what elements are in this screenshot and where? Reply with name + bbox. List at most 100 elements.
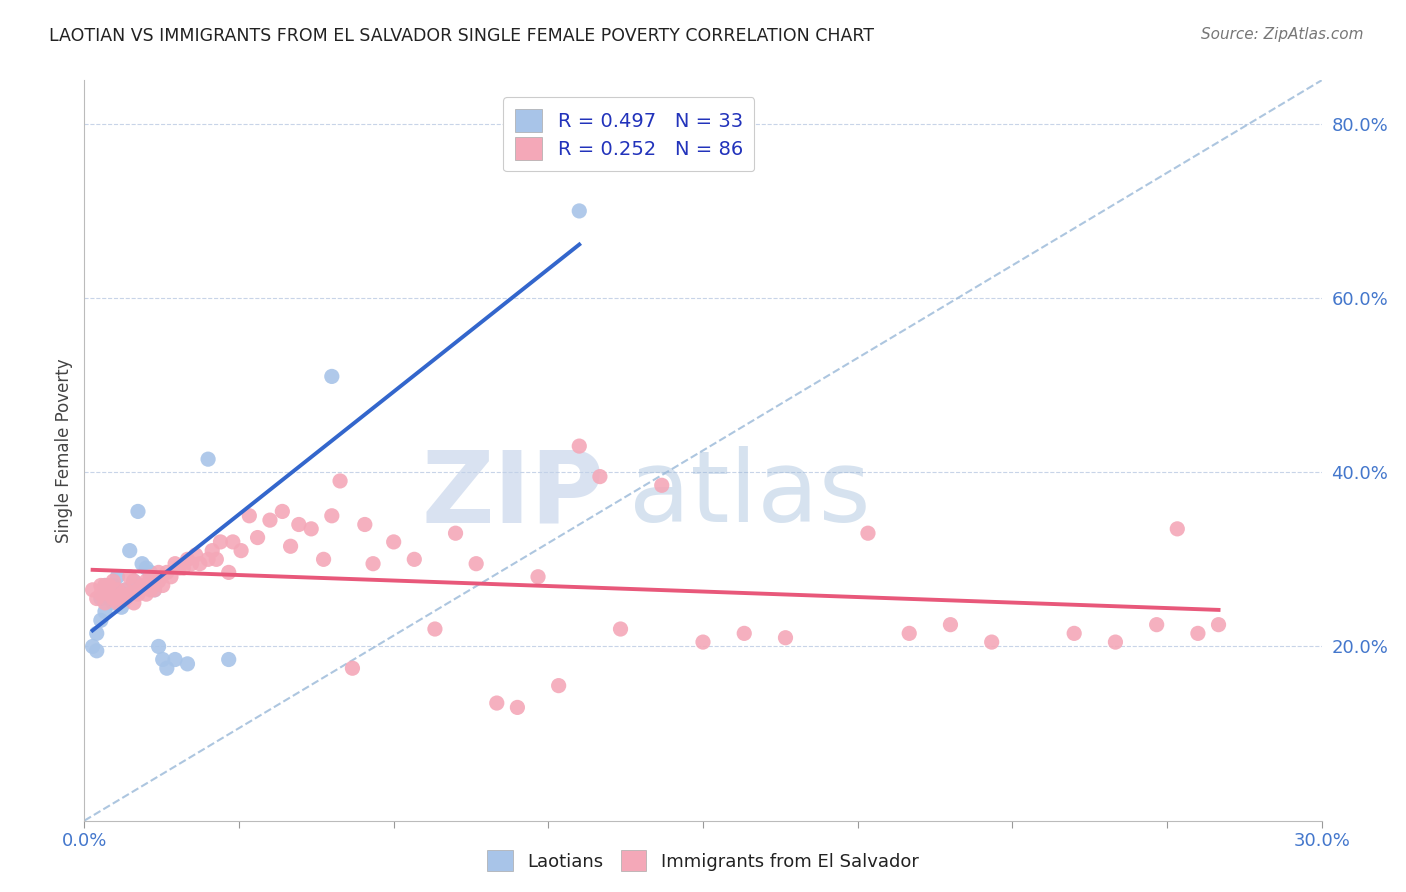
Point — [898, 626, 921, 640]
Point — [361, 557, 384, 571]
Point — [321, 508, 343, 523]
Point — [259, 513, 281, 527]
Point — [980, 635, 1002, 649]
Point — [135, 587, 157, 601]
Point — [856, 526, 879, 541]
Point — [98, 587, 121, 601]
Point — [382, 535, 405, 549]
Legend: R = 0.497   N = 33, R = 0.252   N = 86: R = 0.497 N = 33, R = 0.252 N = 86 — [503, 97, 755, 171]
Point — [94, 596, 117, 610]
Point — [188, 557, 211, 571]
Point — [1187, 626, 1209, 640]
Point — [114, 591, 136, 606]
Point — [82, 582, 104, 597]
Point — [651, 478, 673, 492]
Point — [180, 557, 202, 571]
Point — [201, 543, 224, 558]
Point — [423, 622, 446, 636]
Point — [156, 566, 179, 580]
Point — [122, 574, 145, 588]
Point — [90, 578, 112, 592]
Point — [288, 517, 311, 532]
Point — [165, 557, 187, 571]
Point — [114, 582, 136, 597]
Point — [692, 635, 714, 649]
Point — [127, 504, 149, 518]
Point — [775, 631, 797, 645]
Point — [103, 574, 125, 588]
Point — [105, 587, 128, 601]
Point — [353, 517, 375, 532]
Point — [94, 605, 117, 619]
Point — [568, 439, 591, 453]
Point — [127, 582, 149, 597]
Point — [143, 582, 166, 597]
Legend: Laotians, Immigrants from El Salvador: Laotians, Immigrants from El Salvador — [479, 843, 927, 879]
Point — [271, 504, 294, 518]
Y-axis label: Single Female Poverty: Single Female Poverty — [55, 359, 73, 542]
Point — [165, 652, 187, 666]
Point — [135, 561, 157, 575]
Point — [148, 640, 170, 654]
Point — [110, 587, 132, 601]
Point — [103, 591, 125, 606]
Point — [148, 566, 170, 580]
Point — [321, 369, 343, 384]
Point — [86, 626, 108, 640]
Point — [98, 578, 121, 592]
Point — [176, 657, 198, 671]
Point — [139, 570, 162, 584]
Point — [122, 596, 145, 610]
Point — [1146, 617, 1168, 632]
Point — [1166, 522, 1188, 536]
Point — [148, 574, 170, 588]
Point — [733, 626, 755, 640]
Point — [152, 652, 174, 666]
Point — [114, 582, 136, 597]
Point — [218, 566, 240, 580]
Point — [131, 578, 153, 592]
Point — [94, 578, 117, 592]
Point — [103, 596, 125, 610]
Point — [444, 526, 467, 541]
Point — [139, 566, 162, 580]
Point — [465, 557, 488, 571]
Point — [105, 582, 128, 597]
Point — [229, 543, 252, 558]
Point — [98, 591, 121, 606]
Point — [218, 652, 240, 666]
Point — [1104, 635, 1126, 649]
Point — [222, 535, 245, 549]
Point — [312, 552, 335, 566]
Point — [238, 508, 260, 523]
Point — [94, 578, 117, 592]
Point — [280, 539, 302, 553]
Point — [568, 203, 591, 218]
Point — [1208, 617, 1230, 632]
Point — [131, 557, 153, 571]
Point — [197, 552, 219, 566]
Point — [122, 574, 145, 588]
Point — [86, 644, 108, 658]
Point — [118, 570, 141, 584]
Point — [1063, 626, 1085, 640]
Point — [127, 587, 149, 601]
Point — [105, 596, 128, 610]
Point — [939, 617, 962, 632]
Point — [90, 587, 112, 601]
Point — [143, 582, 166, 597]
Point — [299, 522, 322, 536]
Point — [527, 570, 550, 584]
Point — [342, 661, 364, 675]
Point — [209, 535, 232, 549]
Point — [82, 640, 104, 654]
Point — [172, 561, 194, 575]
Point — [167, 561, 190, 575]
Point — [110, 600, 132, 615]
Point — [205, 552, 228, 566]
Point — [94, 587, 117, 601]
Text: ZIP: ZIP — [422, 446, 605, 543]
Point — [98, 582, 121, 597]
Point — [404, 552, 426, 566]
Point — [105, 570, 128, 584]
